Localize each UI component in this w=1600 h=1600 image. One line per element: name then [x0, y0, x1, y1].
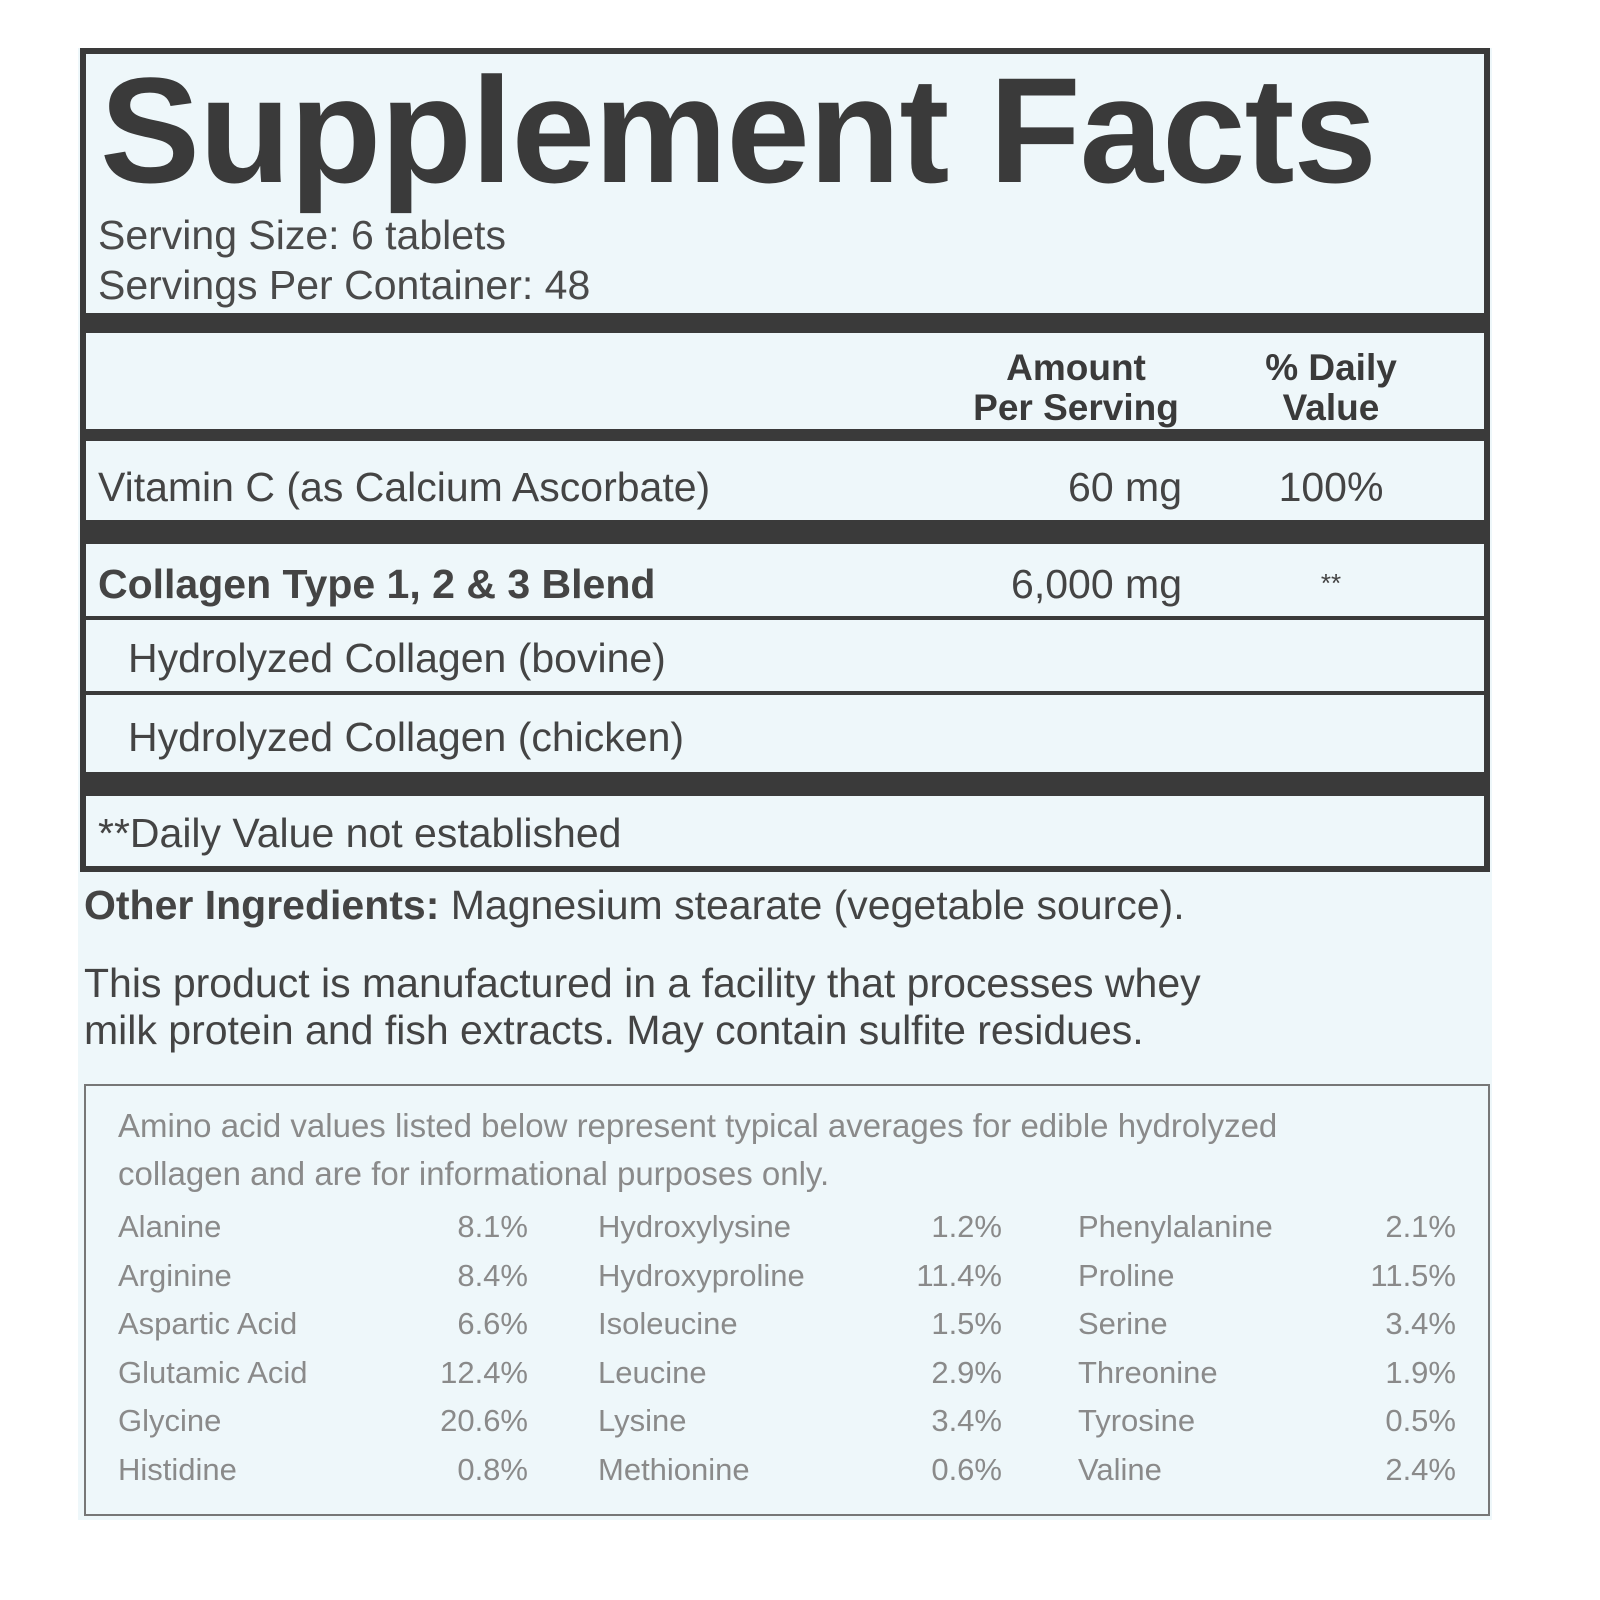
amount-header-line2: Per Serving — [973, 387, 1179, 428]
amino-acid-value: 3.4% — [931, 1403, 1002, 1438]
dv-header: % Daily Value — [1236, 348, 1426, 428]
servings-per-container: Servings Per Container: 48 — [98, 262, 591, 308]
amino-acid-value: 1.9% — [1385, 1354, 1456, 1390]
amino-acid-name: Alanine — [118, 1209, 222, 1244]
nutrient-amount: 60 mg — [1068, 464, 1182, 510]
allergen-line1: This product is manufactured in a facili… — [84, 960, 1201, 1006]
other-ingredients-label: Other Ingredients: — [84, 882, 440, 928]
nutrient-name: Hydrolyzed Collagen (bovine) — [128, 635, 666, 681]
nutrient-dv: ** — [1320, 568, 1342, 598]
panel-title: Supplement Facts — [100, 46, 1377, 214]
amino-acid-value: 8.1% — [457, 1209, 528, 1244]
divider — [86, 520, 1484, 544]
amino-acid-value: 0.8% — [457, 1451, 528, 1487]
amino-acid-name: Methionine — [598, 1451, 750, 1487]
nutrient-amount: 6,000 mg — [1011, 561, 1182, 607]
nutrient-name: Hydrolyzed Collagen (chicken) — [128, 714, 685, 760]
amino-acid-value: 6.6% — [457, 1306, 528, 1341]
amino-acid-name: Serine — [1078, 1306, 1168, 1341]
supplement-facts-panel: Supplement Facts Serving Size: 6 tablets… — [80, 48, 1490, 872]
amino-acid-name: Arginine — [118, 1257, 232, 1293]
amino-acid-value: 1.2% — [931, 1209, 1002, 1244]
divider — [86, 691, 1484, 695]
amino-acid-name: Lysine — [598, 1403, 687, 1438]
divider — [86, 429, 1484, 441]
amino-acid-name: Aspartic Acid — [118, 1306, 298, 1341]
amino-acid-name: Hydroxyproline — [598, 1257, 805, 1293]
amino-acid-value: 2.4% — [1385, 1451, 1456, 1487]
divider — [86, 616, 1484, 620]
other-ingredients: Other Ingredients: Magnesium stearate (v… — [84, 882, 1185, 929]
amount-header-line1: Amount — [1006, 347, 1146, 388]
amino-acid-value: 3.4% — [1385, 1306, 1456, 1341]
amino-acid-value: 0.5% — [1385, 1403, 1456, 1438]
dv-header-line2: Value — [1282, 387, 1380, 428]
nutrient-dv: 100% — [1278, 464, 1384, 510]
amino-acid-value: 2.9% — [931, 1354, 1002, 1390]
amino-acid-name: Glutamic Acid — [118, 1354, 308, 1390]
amino-acid-value: 2.1% — [1385, 1209, 1456, 1244]
amino-acid-name: Threonine — [1078, 1354, 1218, 1390]
nutrient-name: Vitamin C (as Calcium Ascorbate) — [98, 464, 711, 510]
amino-acid-value: 12.4% — [440, 1354, 528, 1390]
amino-acid-panel: Amino acid values listed below represent… — [84, 1084, 1490, 1516]
amino-note-line2: collagen and are for informational purpo… — [118, 1155, 830, 1192]
amino-note: Amino acid values listed below represent… — [118, 1102, 1277, 1198]
amino-acid-name: Leucine — [598, 1354, 707, 1390]
amino-acid-name: Hydroxylysine — [598, 1209, 791, 1244]
amino-acid-value: 8.4% — [457, 1257, 528, 1293]
amino-acid-name: Histidine — [118, 1451, 237, 1487]
amino-acid-name: Valine — [1078, 1451, 1162, 1487]
divider — [86, 772, 1484, 796]
amino-acid-value: 11.5% — [1370, 1257, 1456, 1293]
amino-acid-value: 11.4% — [916, 1257, 1002, 1293]
amino-acid-value: 20.6% — [440, 1403, 528, 1438]
footnote: **Daily Value not established — [98, 810, 622, 856]
nutrient-name: Collagen Type 1, 2 & 3 Blend — [98, 561, 656, 607]
divider — [86, 313, 1484, 333]
amino-acid-name: Phenylalanine — [1078, 1209, 1273, 1244]
amino-acid-name: Tyrosine — [1078, 1403, 1196, 1438]
serving-size: Serving Size: 6 tablets — [98, 212, 506, 258]
amino-acid-name: Glycine — [118, 1403, 222, 1438]
amino-acid-value: 1.5% — [931, 1306, 1002, 1341]
allergen-line2: milk protein and fish extracts. May cont… — [84, 1007, 1144, 1053]
dv-header-line1: % Daily — [1265, 347, 1397, 388]
amino-acid-name: Proline — [1078, 1257, 1175, 1293]
amino-acid-name: Isoleucine — [598, 1306, 738, 1341]
amount-header: Amount Per Serving — [946, 348, 1206, 428]
amino-acid-value: 0.6% — [931, 1451, 1002, 1487]
allergen-statement: This product is manufactured in a facili… — [84, 960, 1201, 1054]
other-ingredients-text: Magnesium stearate (vegetable source). — [450, 882, 1185, 928]
amino-note-line1: Amino acid values listed below represent… — [118, 1107, 1278, 1144]
